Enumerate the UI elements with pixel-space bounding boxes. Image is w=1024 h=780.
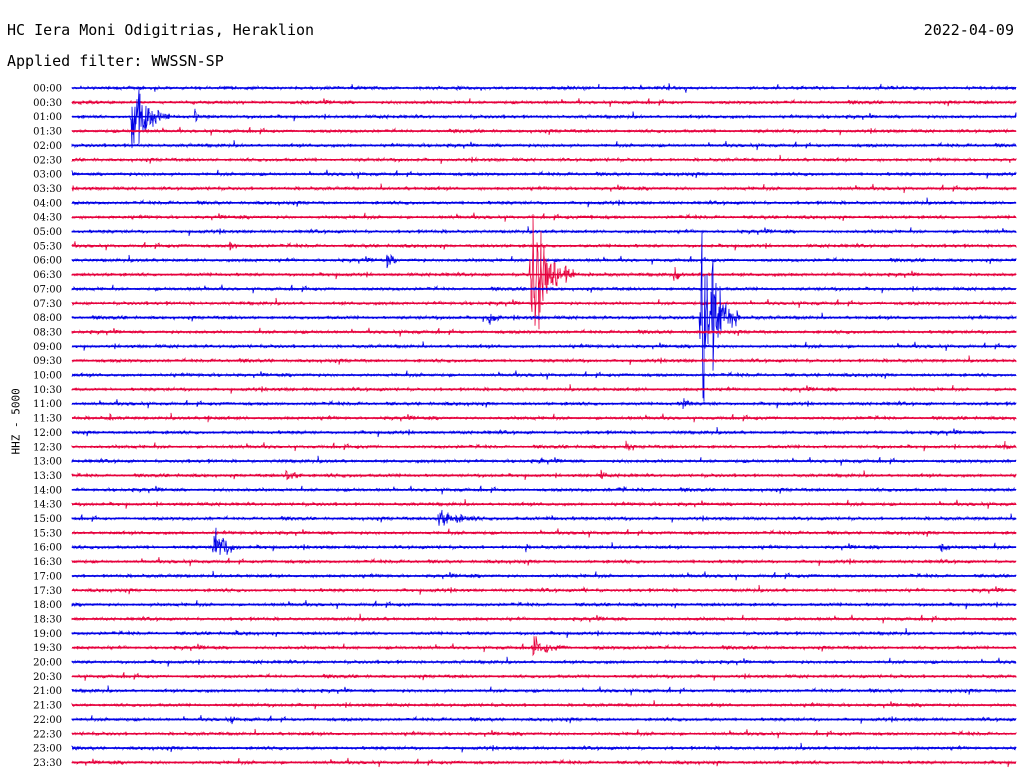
row-time-label: 02:30 bbox=[33, 155, 62, 166]
row-time-label: 11:00 bbox=[33, 399, 62, 410]
row-time-label: 19:00 bbox=[33, 629, 62, 640]
row-time-label: 18:30 bbox=[33, 614, 62, 625]
row-time-label: 04:00 bbox=[33, 198, 62, 209]
row-time-label: 16:30 bbox=[33, 557, 62, 568]
row-time-label: 11:30 bbox=[33, 414, 62, 425]
row-time-label: 12:00 bbox=[33, 428, 62, 439]
row-time-label: 09:00 bbox=[33, 342, 62, 353]
row-time-label: 18:00 bbox=[33, 600, 62, 611]
row-time-label: 10:00 bbox=[33, 371, 62, 382]
station-title: HC Iera Moni Odigitrias, Heraklion bbox=[7, 21, 315, 39]
row-time-label: 00:30 bbox=[33, 98, 62, 109]
row-time-label: 08:30 bbox=[33, 327, 62, 338]
row-time-label: 15:00 bbox=[33, 514, 62, 525]
row-time-label: 06:00 bbox=[33, 256, 62, 267]
row-time-label: 08:00 bbox=[33, 313, 62, 324]
row-time-label: 17:30 bbox=[33, 586, 62, 597]
row-time-label: 00:00 bbox=[33, 84, 62, 95]
trace-row-1930 bbox=[71, 636, 1017, 657]
filter-label: Applied filter: WWSSN-SP bbox=[7, 52, 224, 70]
row-time-label: 05:30 bbox=[33, 241, 62, 252]
row-time-label: 13:30 bbox=[33, 471, 62, 482]
row-time-label: 02:00 bbox=[33, 141, 62, 152]
row-time-label: 10:30 bbox=[33, 385, 62, 396]
row-time-label: 03:30 bbox=[33, 184, 62, 195]
row-time-label: 07:30 bbox=[33, 299, 62, 310]
row-time-label: 01:00 bbox=[33, 112, 62, 123]
row-time-label: 23:30 bbox=[33, 758, 62, 769]
row-time-label: 13:00 bbox=[33, 457, 62, 468]
row-time-label: 15:30 bbox=[33, 528, 62, 539]
row-time-label: 22:30 bbox=[33, 729, 62, 740]
row-time-label: 16:00 bbox=[33, 543, 62, 554]
row-time-label: 06:30 bbox=[33, 270, 62, 281]
row-time-label: 09:30 bbox=[33, 356, 62, 367]
row-time-label: 01:30 bbox=[33, 127, 62, 138]
row-time-label: 23:00 bbox=[33, 744, 62, 755]
row-time-label: 17:00 bbox=[33, 571, 62, 582]
row-time-label: 20:30 bbox=[33, 672, 62, 683]
row-time-label: 20:00 bbox=[33, 658, 62, 669]
row-time-label: 14:30 bbox=[33, 500, 62, 511]
row-time-label: 22:00 bbox=[33, 715, 62, 726]
row-time-label: 21:30 bbox=[33, 701, 62, 712]
row-time-label: 21:00 bbox=[33, 686, 62, 697]
row-time-label: 03:00 bbox=[33, 170, 62, 181]
row-time-label: 07:00 bbox=[33, 284, 62, 295]
row-time-label: 12:30 bbox=[33, 442, 62, 453]
row-time-label: 19:30 bbox=[33, 643, 62, 654]
row-time-label: 14:00 bbox=[33, 485, 62, 496]
row-time-label: 04:30 bbox=[33, 213, 62, 224]
record-date: 2022-04-09 bbox=[923, 21, 1014, 39]
trace-row-0100 bbox=[71, 89, 1017, 149]
row-time-label: 05:00 bbox=[33, 227, 62, 238]
